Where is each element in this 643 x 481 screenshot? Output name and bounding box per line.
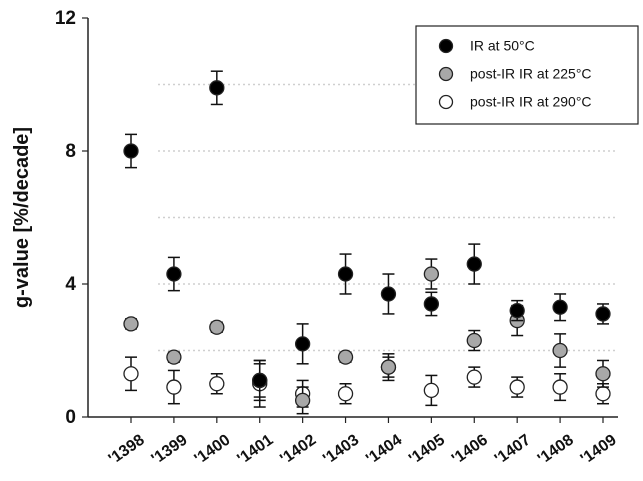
data-series <box>123 70 611 415</box>
y-tick-label: 8 <box>65 141 76 162</box>
x-tick-label: '1398 <box>106 431 148 468</box>
legend-label: post-IR IR at 290°C <box>470 94 592 110</box>
data-point <box>294 336 311 352</box>
legend: IR at 50°C post-IR IR at 225°C post-IR IR … <box>415 25 639 125</box>
x-tick-label: '1405 <box>406 431 448 468</box>
series-0 <box>123 70 611 402</box>
data-point <box>466 332 482 349</box>
y-tick-label: 0 <box>65 407 76 428</box>
legend-marker <box>438 38 454 54</box>
x-tick-label: '1404 <box>363 431 405 468</box>
data-point <box>166 349 182 365</box>
data-point <box>123 316 139 332</box>
x-tick-label: '1409 <box>578 431 620 468</box>
data-point <box>423 296 440 312</box>
y-axis-label: g-value [%/decade] <box>11 127 33 308</box>
data-point <box>595 386 611 402</box>
data-point <box>123 143 139 159</box>
legend-label: IR at 50°C <box>470 38 535 54</box>
x-tick-label: '1401 <box>234 431 276 468</box>
data-point <box>466 256 482 272</box>
series-2 <box>123 353 611 408</box>
y-tick-label: 12 <box>55 8 76 29</box>
x-tick-label: '1403 <box>320 431 362 468</box>
x-tick-label: '1399 <box>149 431 191 468</box>
data-point <box>337 386 354 402</box>
data-point <box>380 286 397 302</box>
data-point <box>337 349 354 365</box>
data-point <box>252 372 268 389</box>
data-point <box>552 342 568 359</box>
data-point <box>466 369 482 385</box>
legend-label: post-IR IR at 225°C <box>470 66 592 82</box>
legend-marker <box>438 94 454 110</box>
data-point <box>123 366 139 382</box>
data-point <box>552 379 568 395</box>
data-point <box>209 376 225 392</box>
data-point <box>552 299 568 315</box>
x-tick-label: '1406 <box>449 431 491 468</box>
y-tick-label: 4 <box>65 274 76 295</box>
data-point <box>423 382 440 399</box>
axes <box>87 18 618 418</box>
x-tick-label: '1402 <box>277 431 319 468</box>
data-point <box>595 366 611 382</box>
x-tick-label: '1400 <box>192 431 234 468</box>
data-point <box>595 306 611 322</box>
data-point <box>166 266 182 282</box>
data-point <box>380 359 397 375</box>
series-1 <box>123 258 611 415</box>
x-tick-label: '1408 <box>535 431 577 468</box>
y-ticks: 0 4 8 12 <box>55 8 88 428</box>
x-tick-label: '1407 <box>492 431 534 468</box>
data-point <box>209 319 225 335</box>
data-point <box>294 392 311 409</box>
x-ticks: '1398'1399'1400'1401'1402'1403'1404'1405… <box>106 417 620 468</box>
data-point <box>166 379 182 395</box>
data-point <box>509 379 525 395</box>
data-point <box>423 266 440 282</box>
data-point <box>337 266 354 282</box>
data-point <box>509 302 525 319</box>
legend-marker <box>438 66 454 82</box>
data-point <box>209 80 225 96</box>
